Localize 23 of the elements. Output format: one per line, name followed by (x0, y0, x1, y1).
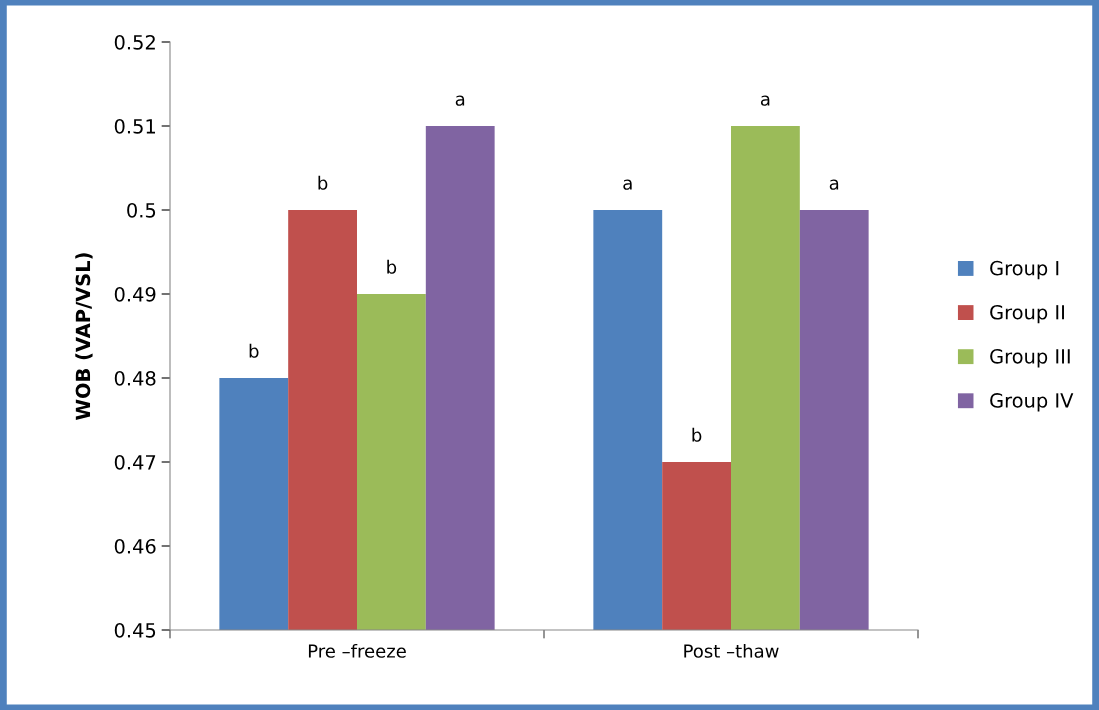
data-label: a (829, 179, 839, 190)
legend-label: Group II (990, 304, 1064, 324)
y-axis-title: WOB (VAP/VSL) (75, 253, 93, 420)
data-label: a (623, 179, 632, 190)
data-label: a (455, 95, 465, 106)
data-label: a (760, 95, 770, 106)
y-tick-label: 0.51 (114, 118, 156, 134)
legend-label: Group III (990, 348, 1070, 368)
data-label: b (318, 175, 328, 190)
x-tick-label: Post –thaw (684, 643, 779, 658)
y-tick-label: 0.45 (114, 622, 156, 638)
data-label: b (249, 343, 259, 358)
y-tick-label: 0.47 (114, 454, 156, 470)
y-tick-label: 0.5 (127, 202, 156, 218)
y-tick-label: 0.46 (114, 538, 156, 554)
data-label: b (387, 259, 397, 274)
legend-label: Group IV (990, 393, 1074, 412)
x-tick-label: Pre –freeze (308, 643, 406, 658)
data-label: b (692, 427, 702, 442)
y-tick-label: 0.48 (114, 370, 156, 386)
y-tick-label: 0.49 (114, 286, 156, 302)
y-tick-label: 0.52 (114, 34, 155, 50)
legend-label: Group I (990, 260, 1059, 280)
